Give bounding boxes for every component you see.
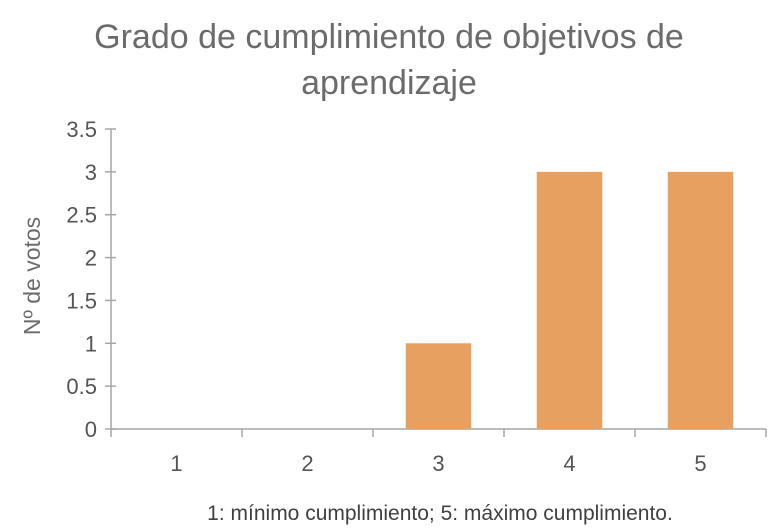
x-tick-label: 4 [563,451,575,476]
chart-title: Grado de cumplimiento de objetivos de ap… [0,14,778,106]
y-tick-label: 2 [85,246,97,271]
y-tick-label: 1.5 [66,288,97,313]
x-tick-label: 5 [694,451,706,476]
tick-labels: 0 0.5 1 1.5 2 2.5 3 3.5 1 2 3 4 5 [66,117,706,476]
bar-5 [667,171,734,429]
bar-3 [405,343,472,429]
bar-4 [536,171,603,429]
y-tick-label: 3 [85,160,97,185]
x-tick-label: 2 [301,451,313,476]
y-tick-label: 3.5 [66,117,97,142]
bars [405,171,734,429]
y-axis-title: Nº de votos [19,217,45,335]
y-tick-label: 0 [85,417,97,442]
chart-title-line-2: aprendizaje [301,64,477,102]
x-axis-caption: 1: mínimo cumplimiento; 5: máximo cumpli… [207,502,673,525]
chart-title-line-1: Grado de cumplimiento de objetivos de [94,18,684,56]
x-tick-label: 3 [432,451,444,476]
y-tick-label: 0.5 [66,374,97,399]
x-tick-label: 1 [170,451,182,476]
y-tick-label: 1 [85,331,97,356]
y-tick-label: 2.5 [66,203,97,228]
